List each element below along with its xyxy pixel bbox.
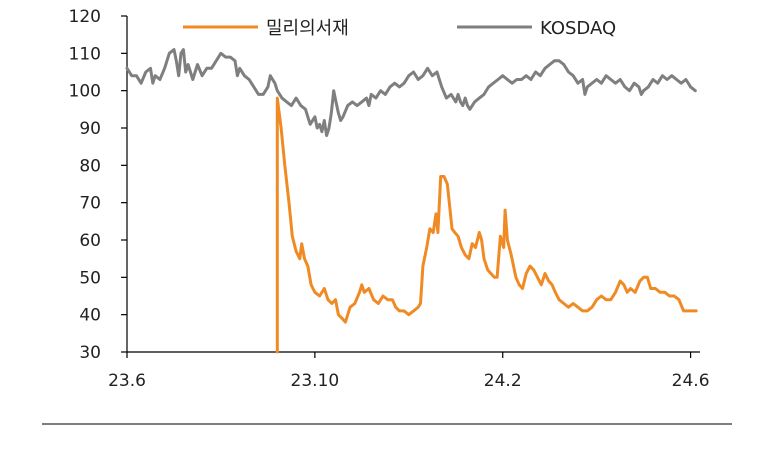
x-tick-label: 23.6 (108, 371, 146, 391)
y-tick-label: 90 (79, 119, 101, 139)
legend-label-series-2: KOSDAQ (540, 18, 616, 39)
y-tick-label: 30 (79, 343, 101, 363)
bottom-divider (42, 423, 732, 425)
series-layer (125, 48, 698, 354)
legend: 밀리의서재 KOSDAQ (183, 18, 616, 39)
x-tick-label: 24.6 (672, 371, 710, 391)
x-tick-label: 23.10 (291, 371, 340, 391)
x-tick-label: 24.2 (484, 371, 522, 391)
y-axis: 120 110 100 90 80 70 60 50 40 30 (69, 7, 128, 363)
x-axis: 23.6 23.10 24.2 24.6 (108, 351, 710, 391)
legend-label-series-1: 밀리의서재 (266, 18, 349, 39)
series-line-2 (125, 48, 697, 137)
legend-item-series-1: 밀리의서재 (183, 18, 349, 39)
y-tick-label: 100 (69, 82, 101, 102)
y-tick-label: 50 (79, 268, 101, 288)
series-line-1 (275, 96, 698, 354)
legend-item-series-2: KOSDAQ (457, 18, 616, 39)
y-tick-label: 80 (79, 156, 101, 176)
y-tick-label: 40 (79, 306, 101, 326)
y-tick-label: 110 (69, 44, 101, 64)
y-tick-label: 60 (79, 231, 101, 251)
y-tick-label: 70 (79, 194, 101, 214)
y-tick-label: 120 (69, 7, 101, 27)
